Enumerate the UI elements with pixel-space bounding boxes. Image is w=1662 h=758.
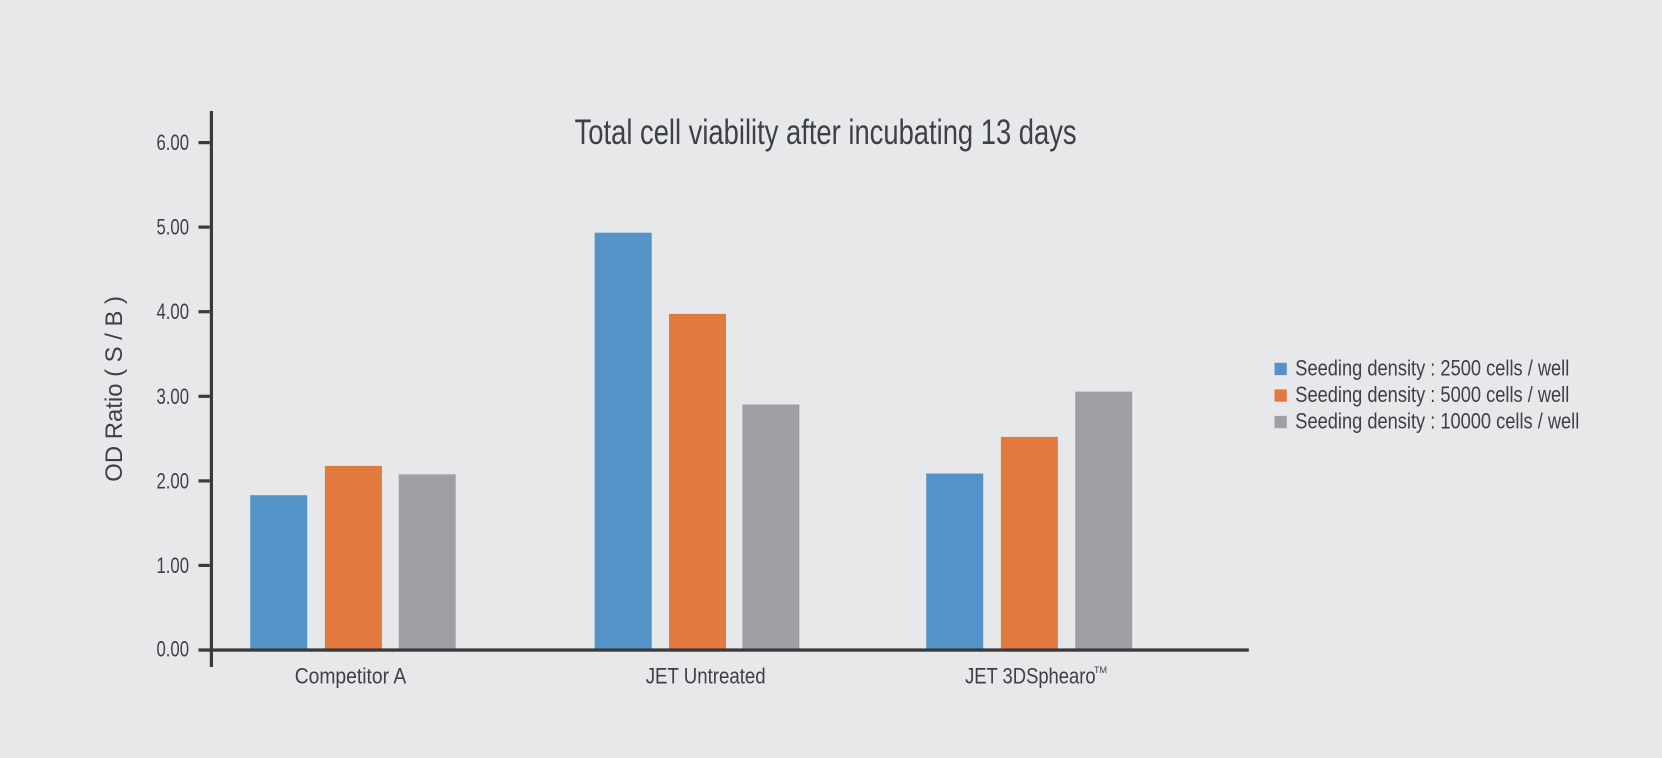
svg-text:Total cell viability after inc: Total cell viability after incubating 13… bbox=[575, 112, 1077, 152]
svg-text:6.00: 6.00 bbox=[157, 130, 190, 155]
svg-text:JET Untreated: JET Untreated bbox=[646, 664, 766, 689]
svg-text:1.00: 1.00 bbox=[157, 553, 190, 578]
svg-text:3.00: 3.00 bbox=[157, 384, 190, 409]
svg-text:TM: TM bbox=[1094, 665, 1107, 676]
svg-text:Seeding density : 5000 cells /: Seeding density : 5000 cells / well bbox=[1295, 382, 1569, 407]
svg-text:Seeding density : 2500 cells /: Seeding density : 2500 cells / well bbox=[1295, 355, 1569, 380]
svg-text:JET 3DSphearo: JET 3DSphearo bbox=[965, 664, 1096, 689]
svg-text:4.00: 4.00 bbox=[157, 299, 190, 324]
svg-text:2.00: 2.00 bbox=[157, 468, 190, 493]
svg-text:0.00: 0.00 bbox=[157, 637, 190, 662]
svg-text:Seeding density : 10000 cells: Seeding density : 10000 cells / well bbox=[1295, 409, 1579, 434]
svg-text:5.00: 5.00 bbox=[157, 215, 190, 240]
svg-text:Competitor A: Competitor A bbox=[295, 664, 407, 689]
svg-text:OD Ratio ( S / B ): OD Ratio ( S / B ) bbox=[101, 296, 128, 482]
